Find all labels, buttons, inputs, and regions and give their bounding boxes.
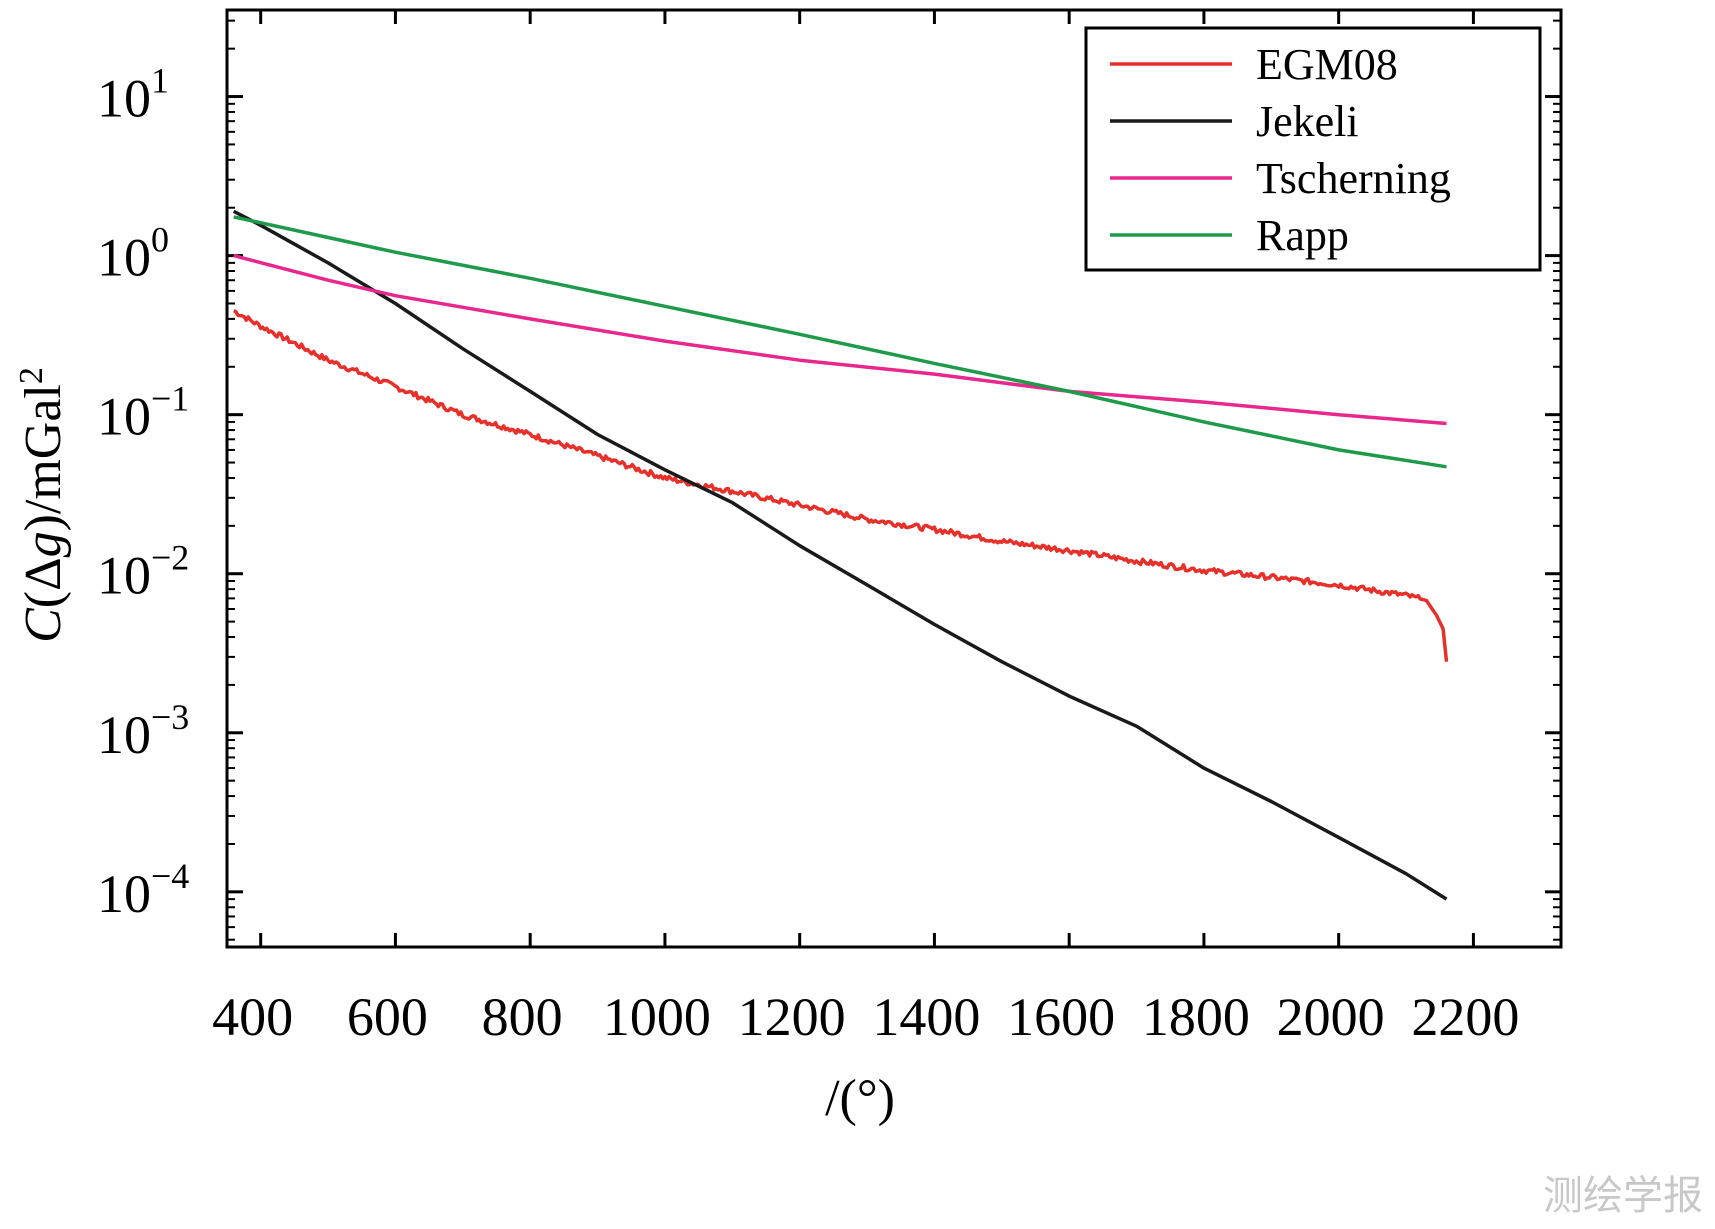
y-tick-label-−1: 10−1 xyxy=(97,379,189,447)
legend-label-jekeli: Jekeli xyxy=(1256,97,1359,146)
x-tick-label-1400: 1400 xyxy=(872,987,980,1047)
x-tick-label-1000: 1000 xyxy=(603,987,711,1047)
series-layer xyxy=(232,209,1449,901)
legend-label-rapp: Rapp xyxy=(1256,211,1349,260)
series-line-rapp xyxy=(233,215,1447,469)
y-tick-labels: 101 100 10−1 10−2 10−3 10−4 xyxy=(97,61,189,924)
x-tick-label-1600: 1600 xyxy=(1007,987,1115,1047)
x-tick-label-800: 800 xyxy=(482,987,563,1047)
legend-label-egm08: EGM08 xyxy=(1256,40,1398,89)
series-line-jekeli xyxy=(232,209,1448,901)
watermark: 测绘学报 xyxy=(1543,1173,1703,1219)
x-tick-label-1800: 1800 xyxy=(1142,987,1250,1047)
y-tick-label-1: 101 xyxy=(97,61,169,129)
y-tick-label-−4: 10−4 xyxy=(97,856,189,924)
y-tick-label-0: 100 xyxy=(97,220,169,288)
x-tick-label-2000: 2000 xyxy=(1277,987,1385,1047)
x-tick-label-2200: 2200 xyxy=(1411,987,1519,1047)
legend: EGM08 Jekeli Tscherning Rapp xyxy=(1084,26,1542,272)
x-tick-label-600: 600 xyxy=(347,987,428,1047)
series-line-egm08 xyxy=(233,309,1449,662)
x-tick-label-400: 400 xyxy=(212,987,293,1047)
y-tick-label-−3: 10−3 xyxy=(97,697,189,765)
series-line-tscherning xyxy=(233,253,1447,426)
x-axis-title: /(°) xyxy=(825,1070,895,1127)
y-tick-label-−2: 10−2 xyxy=(97,538,189,606)
legend-label-tscherning: Tscherning xyxy=(1256,154,1451,203)
legend-box xyxy=(1084,26,1542,272)
y-axis-title: C(Δg)/mGal2 xyxy=(13,367,73,643)
x-tick-label-1200: 1200 xyxy=(738,987,846,1047)
x-tick-labels: 400 600 800 1000 1200 1400 1600 1800 2000 2200 xyxy=(212,987,1519,1047)
plot-frame xyxy=(225,8,1563,949)
